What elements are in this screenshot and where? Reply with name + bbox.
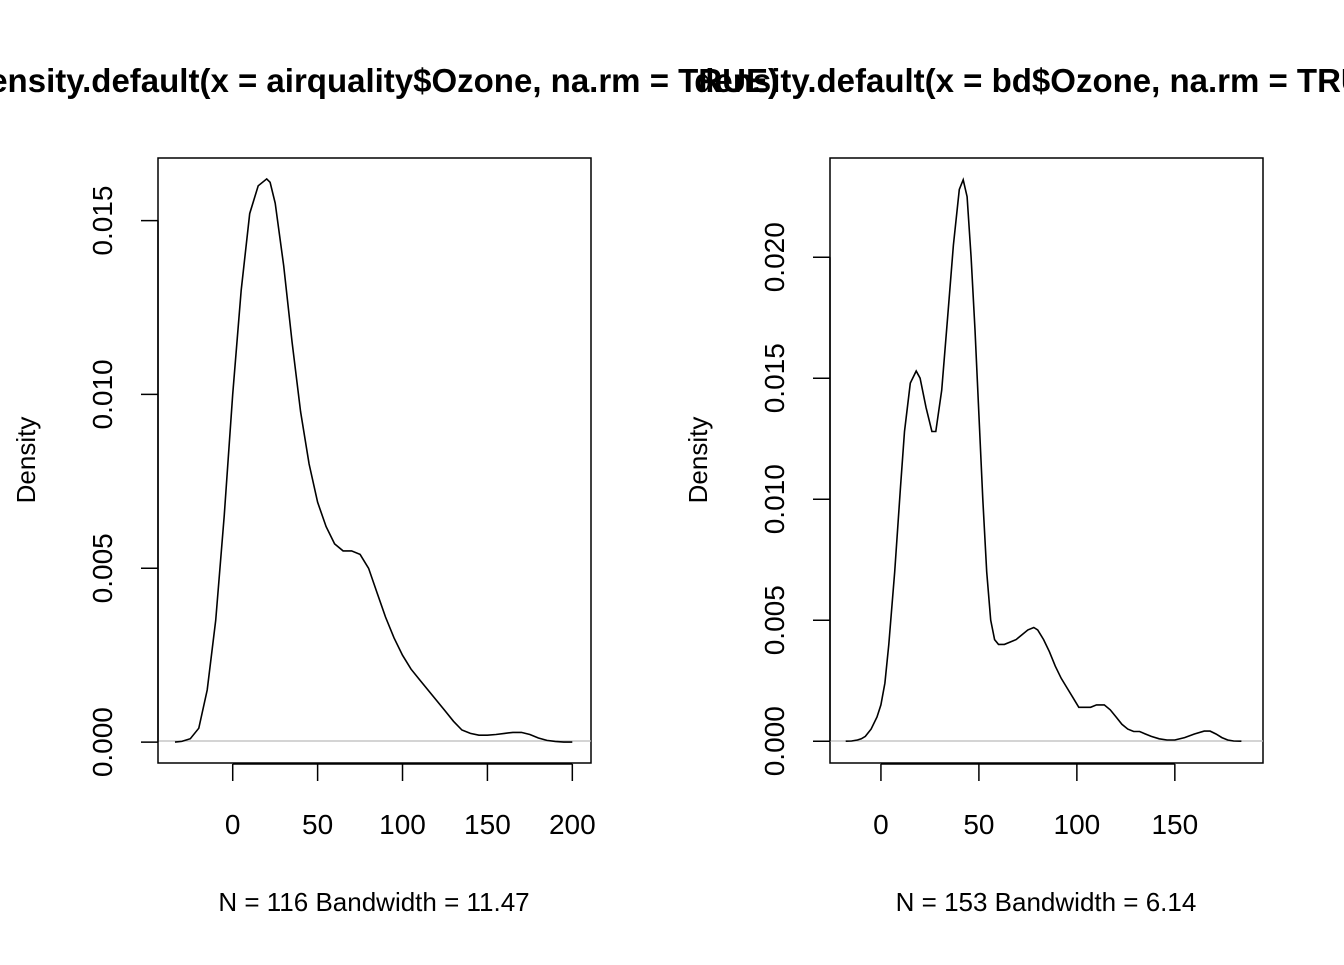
x-tick-label: 100 bbox=[379, 809, 426, 840]
density-curve-right bbox=[845, 177, 1242, 742]
x-axis-label-left: N = 116 Bandwidth = 11.47 bbox=[218, 887, 529, 917]
x-tick-label: 0 bbox=[225, 809, 241, 840]
y-tick-label: 0.000 bbox=[759, 706, 790, 776]
axes-right: 0 50 100 150 0.000 0.005 0.010 0.015 0.020 bbox=[759, 222, 1198, 840]
panel-right: density.default(x = bd$Ozone, na.rm = TR… bbox=[683, 62, 1344, 917]
chart-title-right: density.default(x = bd$Ozone, na.rm = TR… bbox=[694, 62, 1344, 99]
y-tick-label: 0.020 bbox=[759, 222, 790, 292]
y-tick-label: 0.015 bbox=[759, 343, 790, 413]
y-tick-label: 0.010 bbox=[87, 359, 118, 429]
x-tick-label: 0 bbox=[873, 809, 889, 840]
x-tick-label: 50 bbox=[302, 809, 333, 840]
y-tick-label: 0.000 bbox=[87, 707, 118, 777]
y-axis-label-left: Density bbox=[11, 417, 41, 504]
panel-left: density.default(x = airquality$Ozone, na… bbox=[0, 62, 779, 917]
x-tick-label: 100 bbox=[1054, 809, 1101, 840]
x-tick-label: 150 bbox=[464, 809, 511, 840]
density-curve-left bbox=[174, 177, 573, 743]
y-tick-label: 0.015 bbox=[87, 186, 118, 256]
y-tick-label: 0.005 bbox=[87, 533, 118, 603]
y-tick-label: 0.010 bbox=[759, 464, 790, 534]
plot-frame-right bbox=[829, 157, 1264, 764]
y-axis-label-right: Density bbox=[683, 417, 713, 504]
x-tick-label: 50 bbox=[963, 809, 994, 840]
x-tick-label: 150 bbox=[1151, 809, 1198, 840]
plot-frame-left bbox=[157, 157, 592, 764]
y-tick-label: 0.005 bbox=[759, 585, 790, 655]
x-tick-label: 200 bbox=[549, 809, 596, 840]
x-axis-label-right: N = 153 Bandwidth = 6.14 bbox=[896, 887, 1197, 917]
axes-left: 0 50 100 150 200 0.000 0.005 0.010 0.015 bbox=[87, 186, 596, 840]
chart-title-left: density.default(x = airquality$Ozone, na… bbox=[0, 62, 779, 99]
